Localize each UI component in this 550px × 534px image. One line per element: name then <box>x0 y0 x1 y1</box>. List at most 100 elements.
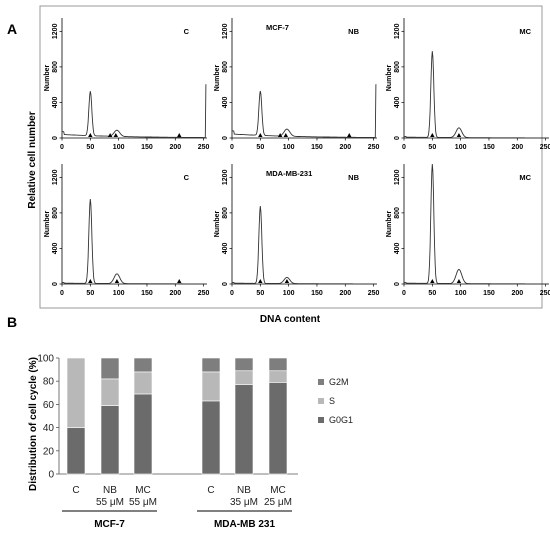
bar-segment-g0g1 <box>268 382 288 475</box>
histogram-curve <box>404 51 549 139</box>
y-tick-label: 800 <box>222 207 229 219</box>
y-tick-label: 400 <box>222 97 229 109</box>
bar-segment-g0g1 <box>234 384 254 475</box>
x-tick-label: 100 <box>113 290 125 297</box>
gate-marker-icon <box>284 279 290 283</box>
treatment-tag: NB <box>348 173 359 182</box>
histogram-curve <box>62 198 207 285</box>
y-tick-label: 400 <box>52 97 59 109</box>
bar-segment-g2m <box>201 357 221 373</box>
legend-swatch <box>318 398 324 404</box>
panel-a-label: A <box>7 21 17 37</box>
x-tick-label: 250 <box>540 144 550 151</box>
x-tick-label: 150 <box>483 144 495 151</box>
gate-marker-icon <box>88 279 93 283</box>
category-dose-label: 55 μM <box>96 497 124 508</box>
treatment-tag: C <box>184 173 190 182</box>
bar-segment-g0g1 <box>201 400 221 475</box>
x-tick-label: 250 <box>368 290 380 297</box>
gate-marker-icon <box>430 279 435 283</box>
category-label: C <box>207 485 214 496</box>
y-tick-label: 400 <box>52 243 59 255</box>
bar-segment-s <box>66 357 86 428</box>
x-tick-label: 250 <box>368 144 380 151</box>
x-tick-label: 200 <box>339 290 351 297</box>
y-tick-label: 60 <box>43 400 55 411</box>
y-tick-label: 40 <box>43 423 55 434</box>
cell-line-tag: MCF-7 <box>266 23 289 32</box>
x-tick-label: 100 <box>113 144 125 151</box>
x-tick-label: 50 <box>86 290 94 297</box>
histogram-curve <box>232 206 377 285</box>
bar-segment-s <box>268 370 288 383</box>
treatment-tag: NB <box>348 27 359 36</box>
x-tick-label: 150 <box>483 290 495 297</box>
y-tick-label: 0 <box>222 282 229 286</box>
panel-a-xlabel: DNA content <box>260 314 321 325</box>
histogram-grid: 0 50 100 150 200 250 0 400 800 1200 Number C 0 50 100 1… <box>44 18 550 297</box>
y-tick-label: 400 <box>394 97 401 109</box>
x-tick-label: 50 <box>86 144 94 151</box>
y-tick-label: 0 <box>48 470 54 481</box>
histogram-curve <box>232 84 377 138</box>
gate-marker-icon <box>277 133 283 137</box>
x-tick-label: 200 <box>169 144 181 151</box>
gate-marker-icon <box>113 133 119 137</box>
category-label: MC <box>135 485 151 496</box>
histogram-1-1: 0 50 100 150 200 250 0 400 800 1200 Number NB MDA-MB… <box>214 164 380 297</box>
x-tick-label: 100 <box>455 290 467 297</box>
histogram-1-0: 0 50 100 150 200 250 0 400 800 1200 Number C <box>44 164 210 297</box>
category-dose-label: 35 μM <box>230 497 258 508</box>
y-tick-label: 100 <box>37 354 54 365</box>
x-tick-label: 50 <box>256 144 264 151</box>
category-dose-label: 25 μM <box>264 497 292 508</box>
x-tick-label: 0 <box>60 144 64 151</box>
x-tick-label: 0 <box>230 290 234 297</box>
legend-label: S <box>329 396 335 406</box>
x-tick-label: 150 <box>311 144 323 151</box>
group-label: MCF-7 <box>94 519 125 530</box>
bar-segment-g0g1 <box>66 427 86 475</box>
x-tick-label: 150 <box>141 290 153 297</box>
y-tick-label: 400 <box>222 243 229 255</box>
gate-marker-icon <box>456 133 462 137</box>
bar-segment-s <box>201 371 221 402</box>
treatment-tag: MC <box>519 173 531 182</box>
legend-label: G0G1 <box>329 415 353 425</box>
gate-marker-icon <box>107 133 113 137</box>
bar-segment-s <box>133 371 153 395</box>
x-tick-label: 50 <box>428 290 436 297</box>
hist-y-axis-label: Number <box>214 65 221 92</box>
x-tick-label: 0 <box>402 290 406 297</box>
bar-segment-s <box>100 378 120 406</box>
x-tick-label: 50 <box>256 290 264 297</box>
gate-marker-icon <box>456 279 462 283</box>
y-tick-label: 20 <box>43 446 55 457</box>
panel-b-label: B <box>7 314 17 330</box>
x-tick-label: 200 <box>511 290 523 297</box>
y-tick-label: 1200 <box>222 169 229 185</box>
legend-swatch <box>318 417 324 423</box>
gate-marker-icon <box>258 133 263 137</box>
gate-marker-icon <box>258 279 263 283</box>
histogram-curve <box>404 163 549 285</box>
histogram-0-1: 0 50 100 150 200 250 0 400 800 1200 Number NB MCF-7 <box>214 18 380 151</box>
category-label: NB <box>237 485 251 496</box>
x-tick-label: 0 <box>402 144 406 151</box>
bar-segment-g2m <box>268 357 288 372</box>
x-tick-label: 150 <box>311 290 323 297</box>
category-label: NB <box>103 485 117 496</box>
hist-y-axis-label: Number <box>386 211 393 238</box>
gate-marker-icon <box>283 133 289 137</box>
x-tick-label: 250 <box>540 290 550 297</box>
bar-segment-g0g1 <box>133 393 153 475</box>
y-tick-label: 800 <box>222 61 229 73</box>
y-tick-label: 0 <box>222 136 229 140</box>
y-tick-label: 1200 <box>222 23 229 39</box>
gate-marker-icon <box>430 133 435 137</box>
x-tick-label: 50 <box>428 144 436 151</box>
treatment-tag: MC <box>519 27 531 36</box>
y-tick-label: 0 <box>52 282 59 286</box>
y-tick-label: 0 <box>394 136 401 140</box>
